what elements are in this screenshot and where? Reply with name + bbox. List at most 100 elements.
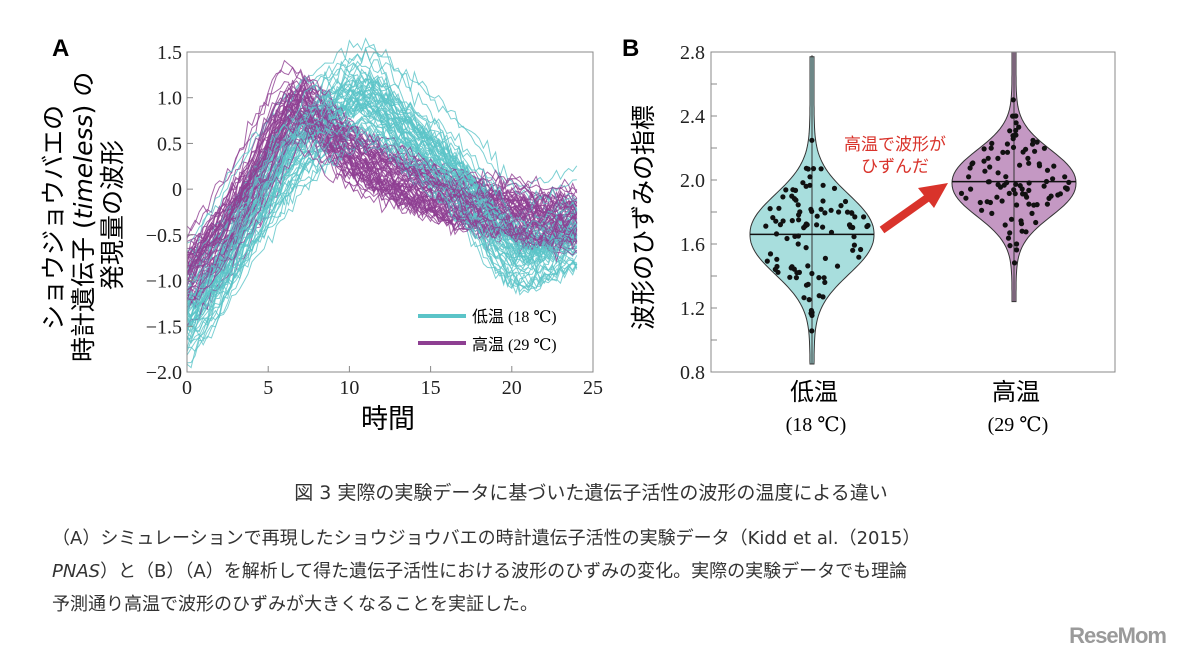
data-point — [995, 155, 1001, 161]
data-point — [796, 217, 802, 223]
x-tick-label: 15 — [421, 377, 441, 399]
y-tick-label: 2.0 — [680, 170, 705, 192]
data-point — [795, 202, 801, 208]
annotation-line2: ひずんだ — [861, 157, 929, 177]
data-point — [985, 155, 991, 161]
resemom-logo: ReseMom — [1069, 623, 1167, 648]
data-point — [789, 264, 795, 270]
data-point — [999, 198, 1005, 204]
data-point — [1020, 191, 1026, 197]
y-tick-label: −2.0 — [146, 362, 182, 384]
data-point — [793, 275, 800, 281]
data-point — [849, 210, 855, 216]
y-tick-label: 2.8 — [680, 42, 705, 64]
data-point — [780, 218, 786, 224]
data-point — [968, 186, 974, 192]
data-point — [1010, 97, 1016, 103]
data-point — [850, 247, 856, 253]
data-point — [844, 209, 851, 215]
data-point — [1029, 141, 1036, 147]
data-point — [773, 218, 779, 224]
data-point — [982, 168, 988, 174]
data-point — [989, 140, 995, 146]
trace-high — [186, 114, 577, 294]
y-tick-label: 0 — [172, 179, 182, 201]
data-point — [818, 206, 824, 212]
data-point — [1030, 137, 1036, 143]
data-point — [803, 221, 809, 227]
data-point — [1005, 235, 1012, 241]
data-point — [834, 263, 841, 269]
data-point — [851, 242, 858, 248]
data-point — [1004, 149, 1011, 155]
ylabel-line3: 発現量の波形 — [98, 140, 127, 290]
data-point — [1013, 132, 1019, 138]
data-point — [1007, 128, 1013, 134]
data-point — [1000, 149, 1006, 155]
ylabel-line2: 時計遺伝子 (timeless) の — [69, 72, 98, 362]
trace-low — [186, 128, 577, 308]
data-point — [797, 209, 803, 215]
data-point — [821, 275, 827, 281]
data-point — [979, 207, 985, 213]
data-point — [1013, 120, 1019, 126]
data-point — [822, 255, 829, 261]
panel-a-ticks: 0 5 10 15 20 25 1.5 1.0 0.5 0 −0.5 −1.0 −1.5 −2.0 — [146, 42, 603, 399]
y-tick-label: −1.5 — [146, 316, 182, 338]
category-low: 低温 — [790, 378, 838, 406]
data-point — [1034, 202, 1040, 208]
y-tick-label: 0.5 — [157, 133, 182, 155]
data-point — [1007, 243, 1013, 249]
caption-body: （A）シミュレーションで再現したショウジョウバエの時計遺伝子活性の実験データ（K… — [52, 522, 1132, 621]
data-point — [1036, 161, 1042, 167]
y-tick-label: 1.5 — [157, 42, 182, 64]
legend-label-high: 高温 (29 ℃) — [472, 336, 557, 354]
data-point — [809, 312, 815, 318]
data-point — [801, 295, 807, 301]
data-point — [814, 222, 820, 228]
data-point — [1010, 136, 1016, 142]
data-point — [806, 297, 812, 303]
data-point — [963, 195, 969, 201]
data-point — [1023, 229, 1029, 235]
y-tick-label: 1.2 — [680, 298, 705, 320]
trace-low — [186, 123, 578, 369]
data-point — [851, 234, 857, 240]
arrow-icon — [879, 183, 948, 234]
data-point — [809, 270, 815, 277]
trace-low — [186, 127, 578, 352]
data-point — [805, 281, 811, 287]
data-point — [977, 199, 983, 206]
category-high: 高温 — [992, 378, 1040, 406]
data-point — [803, 245, 809, 251]
trace-low — [186, 99, 577, 315]
data-point — [1003, 174, 1009, 180]
panel-a-frame — [186, 51, 594, 373]
trace-high — [186, 87, 578, 264]
data-point — [818, 166, 824, 172]
data-point — [792, 187, 799, 193]
data-point — [836, 209, 842, 215]
y-tick-label: −0.5 — [146, 225, 182, 247]
data-point — [783, 187, 789, 193]
data-point — [1004, 141, 1011, 147]
data-point — [1050, 176, 1056, 182]
data-point — [1041, 145, 1047, 151]
violins — [749, 51, 1077, 365]
panel-a-ylabel: ショウジョウバエの 時計遺伝子 (timeless) の 発現量の波形 — [39, 72, 127, 362]
data-point — [772, 266, 778, 272]
data-point — [1018, 218, 1024, 224]
data-point — [822, 210, 828, 216]
caption-line-3: 予測通り高温で波形のひずみが大きくなることを実証した。 — [52, 594, 538, 615]
trace-low — [186, 118, 578, 340]
data-point — [995, 170, 1001, 176]
trace-low — [186, 70, 577, 341]
data-point — [852, 214, 858, 220]
data-point — [1062, 174, 1068, 180]
data-point — [828, 207, 834, 213]
data-point — [989, 210, 995, 216]
data-point — [809, 328, 815, 334]
data-point — [864, 223, 870, 230]
data-point — [805, 166, 811, 172]
data-point — [784, 235, 790, 242]
